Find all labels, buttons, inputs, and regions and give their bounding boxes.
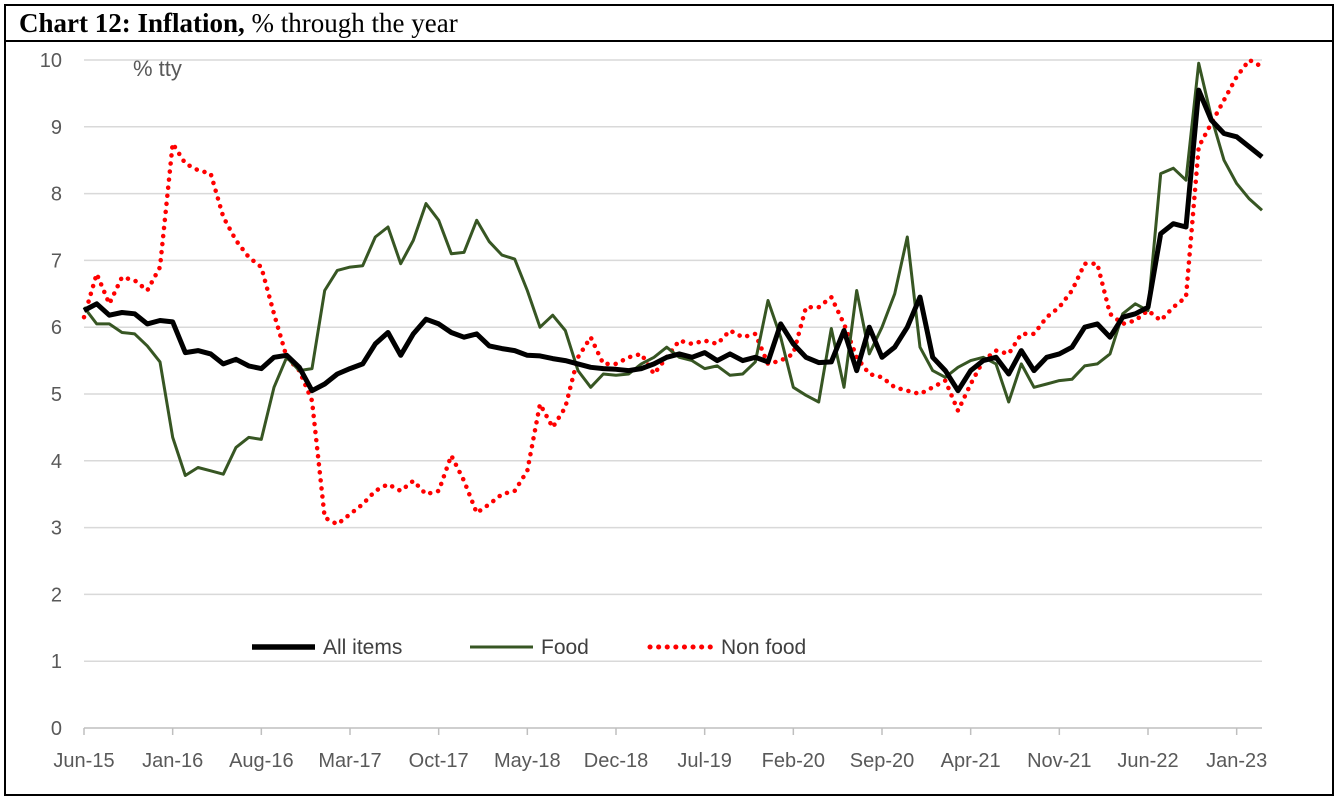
y-tick-label: 4 — [51, 451, 62, 473]
chart-title-rest: % through the year — [244, 8, 458, 38]
y-unit-label: % tty — [133, 56, 182, 81]
series-line-food — [82, 61, 1264, 477]
x-tick-label: Jun-22 — [1117, 750, 1178, 772]
chart-title: Chart 12: Inflation, % through the year — [6, 6, 1332, 42]
x-tick-label: Feb-20 — [762, 750, 825, 772]
legend: All items Food Non food — [252, 636, 806, 659]
y-axis-ticks: 0 1 2 3 4 5 6 7 8 9 10 — [40, 50, 62, 740]
y-tick-label: 2 — [51, 584, 62, 606]
series-line-all-items — [82, 87, 1264, 394]
y-tick-label: 10 — [40, 50, 62, 72]
y-tick-label: 3 — [51, 518, 62, 540]
x-tick-label: Nov-21 — [1027, 750, 1091, 772]
y-tick-label: 6 — [51, 317, 62, 339]
x-axis: Jun-15 Jan-16 Aug-16 Mar-17 Oct-17 May-18 Dec-… — [53, 728, 1267, 772]
x-tick-label: May-18 — [494, 750, 561, 772]
y-tick-label: 7 — [51, 250, 62, 272]
chart-frame: Chart 12: Inflation, % through the year — [4, 4, 1334, 796]
x-tick-label: Apr-21 — [941, 750, 1001, 772]
x-tick-label: Oct-17 — [409, 750, 469, 772]
x-tick-label: Aug-16 — [229, 750, 294, 772]
legend-label-all-items: All items — [323, 636, 402, 659]
y-tick-label: 0 — [51, 718, 62, 740]
gridlines — [84, 59, 1262, 729]
x-tick-label: Jul-19 — [677, 750, 731, 772]
series-lines — [81, 57, 1265, 527]
x-tick-label: Jan-23 — [1206, 750, 1267, 772]
x-tick-label: Dec-18 — [584, 750, 648, 772]
y-tick-label: 5 — [51, 384, 62, 406]
y-tick-label: 9 — [51, 117, 62, 139]
series-line-non-food — [81, 57, 1265, 527]
x-tick-label: Sep-20 — [850, 750, 915, 772]
x-tick-label: Jan-16 — [142, 750, 203, 772]
legend-label-non-food: Non food — [721, 636, 806, 659]
y-tick-label: 8 — [51, 184, 62, 206]
x-tick-label: Jun-15 — [53, 750, 114, 772]
y-tick-label: 1 — [51, 651, 62, 673]
chart-title-bold: Chart 12: Inflation, — [19, 8, 245, 38]
x-tick-label: Mar-17 — [318, 750, 381, 772]
legend-label-food: Food — [541, 636, 589, 659]
